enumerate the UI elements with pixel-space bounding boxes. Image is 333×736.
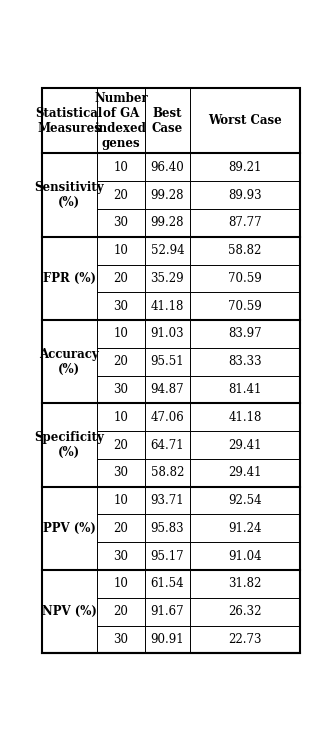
Text: 29.41: 29.41 — [228, 439, 262, 452]
Text: Statistical
Measures: Statistical Measures — [36, 107, 103, 135]
Text: 90.91: 90.91 — [151, 633, 184, 646]
Text: 30: 30 — [114, 383, 129, 396]
Text: Best
Case: Best Case — [152, 107, 183, 135]
Text: 94.87: 94.87 — [151, 383, 184, 396]
Text: 89.93: 89.93 — [228, 188, 262, 202]
Text: 20: 20 — [114, 188, 129, 202]
Text: 10: 10 — [114, 244, 129, 257]
Text: 10: 10 — [114, 161, 129, 174]
Text: 35.29: 35.29 — [151, 272, 184, 285]
Text: 22.73: 22.73 — [228, 633, 262, 646]
Text: 10: 10 — [114, 494, 129, 507]
Text: 52.94: 52.94 — [151, 244, 184, 257]
Text: 41.18: 41.18 — [151, 300, 184, 313]
Text: 26.32: 26.32 — [228, 605, 262, 618]
Text: 30: 30 — [114, 216, 129, 230]
Text: 58.82: 58.82 — [228, 244, 261, 257]
Text: 20: 20 — [114, 605, 129, 618]
Text: 20: 20 — [114, 272, 129, 285]
Text: 70.59: 70.59 — [228, 272, 262, 285]
Text: 83.33: 83.33 — [228, 355, 262, 368]
Text: 30: 30 — [114, 550, 129, 562]
Text: 95.51: 95.51 — [151, 355, 184, 368]
Text: 92.54: 92.54 — [228, 494, 262, 507]
Text: 29.41: 29.41 — [228, 467, 262, 479]
Text: 96.40: 96.40 — [151, 161, 184, 174]
Text: 99.28: 99.28 — [151, 216, 184, 230]
Text: NPV (%): NPV (%) — [42, 605, 97, 618]
Text: 87.77: 87.77 — [228, 216, 262, 230]
Text: 91.24: 91.24 — [228, 522, 262, 535]
Text: 70.59: 70.59 — [228, 300, 262, 313]
Text: 10: 10 — [114, 411, 129, 424]
Text: FPR (%): FPR (%) — [43, 272, 96, 285]
Text: 89.21: 89.21 — [228, 161, 261, 174]
Text: 41.18: 41.18 — [228, 411, 261, 424]
Text: 81.41: 81.41 — [228, 383, 261, 396]
Text: Number
of GA
indexed
genes: Number of GA indexed genes — [94, 92, 148, 150]
Text: 20: 20 — [114, 355, 129, 368]
Text: 20: 20 — [114, 522, 129, 535]
Text: 20: 20 — [114, 439, 129, 452]
Text: 30: 30 — [114, 467, 129, 479]
Text: 61.54: 61.54 — [151, 578, 184, 590]
Text: Sensitivity
(%): Sensitivity (%) — [35, 181, 104, 209]
Text: 64.71: 64.71 — [151, 439, 184, 452]
Text: Specificity
(%): Specificity (%) — [34, 431, 104, 459]
Text: 91.03: 91.03 — [151, 328, 184, 341]
Text: 91.67: 91.67 — [151, 605, 184, 618]
Text: 99.28: 99.28 — [151, 188, 184, 202]
Text: 47.06: 47.06 — [151, 411, 184, 424]
Text: 58.82: 58.82 — [151, 467, 184, 479]
Text: 30: 30 — [114, 300, 129, 313]
Text: 95.83: 95.83 — [151, 522, 184, 535]
Text: 93.71: 93.71 — [151, 494, 184, 507]
Text: 31.82: 31.82 — [228, 578, 261, 590]
Text: Accuracy
(%): Accuracy (%) — [40, 348, 99, 376]
Text: Worst Case: Worst Case — [208, 114, 282, 127]
Text: 30: 30 — [114, 633, 129, 646]
Text: 83.97: 83.97 — [228, 328, 262, 341]
Text: 95.17: 95.17 — [151, 550, 184, 562]
Text: PPV (%): PPV (%) — [43, 522, 96, 535]
Text: 10: 10 — [114, 328, 129, 341]
Text: 91.04: 91.04 — [228, 550, 262, 562]
Text: 10: 10 — [114, 578, 129, 590]
